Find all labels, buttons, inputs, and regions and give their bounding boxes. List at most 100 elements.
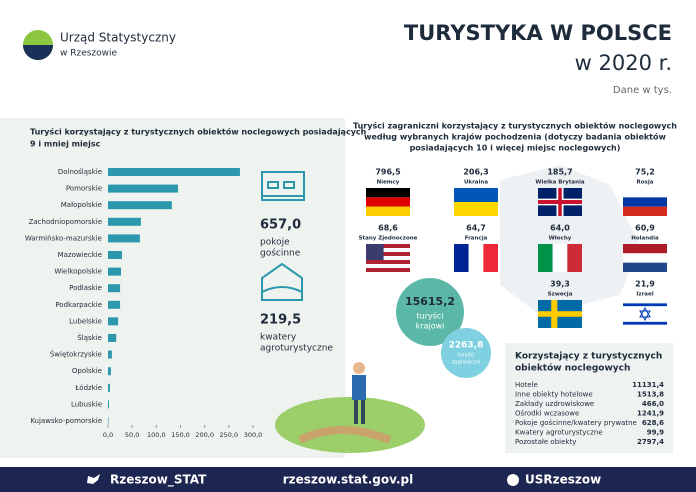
x-tick-label: 200,0 bbox=[195, 431, 214, 439]
bar bbox=[108, 168, 240, 176]
foreign-circle bbox=[441, 328, 491, 378]
country-name: Niemcy bbox=[377, 180, 400, 186]
y-tick-label: Lubelskie bbox=[69, 317, 102, 325]
bar bbox=[108, 184, 179, 193]
y-tick-label: Łódzkie bbox=[74, 384, 102, 392]
table-value: 1513,8 bbox=[637, 391, 664, 399]
title: TURYSTYKA W POLSCE bbox=[404, 21, 672, 45]
twitter-icon bbox=[87, 474, 100, 484]
flag-part bbox=[483, 244, 498, 272]
y-tick-label: Śląskie bbox=[77, 333, 102, 342]
flag-part bbox=[623, 206, 667, 216]
x-tick-label: 250,0 bbox=[220, 431, 239, 439]
flag-part bbox=[454, 244, 469, 272]
footer-twitter: Rzeszow_STAT bbox=[110, 473, 207, 488]
flag-part bbox=[567, 244, 582, 272]
country-value: 21,9 bbox=[635, 280, 655, 289]
flag-part bbox=[538, 244, 553, 272]
y-tick-label: Podkarpackie bbox=[55, 301, 102, 309]
country-name: Włochy bbox=[549, 236, 572, 242]
flag-part bbox=[558, 188, 562, 216]
x-tick-label: 150,0 bbox=[171, 431, 190, 439]
chart-title-1: Turyści korzystający z turystycznych obi… bbox=[30, 127, 367, 137]
flag-part bbox=[623, 262, 667, 272]
country-value: 75,2 bbox=[635, 168, 655, 177]
rooms-label: pokoje bbox=[260, 238, 290, 248]
footer-facebook: USRzeszow bbox=[525, 473, 601, 487]
table-value: 99,9 bbox=[647, 429, 664, 437]
domestic-circle bbox=[396, 278, 464, 346]
agro-label-2: agroturystyczne bbox=[260, 344, 333, 354]
table-panel bbox=[505, 343, 673, 453]
agro-label: kwatery bbox=[260, 333, 297, 343]
y-tick-label: Lubuskie bbox=[71, 400, 102, 408]
table-label: Ośrodki wczasowe bbox=[515, 410, 579, 418]
bar bbox=[108, 350, 112, 359]
y-tick-label: Zachodniopomorskie bbox=[29, 218, 102, 226]
table-label: Pozostałe obiekty bbox=[515, 438, 576, 446]
table-value: 2797,4 bbox=[637, 438, 664, 446]
unit: Dane w tys. bbox=[613, 85, 672, 96]
country-name: Rosja bbox=[637, 180, 654, 186]
flag-part bbox=[623, 321, 667, 325]
y-tick-label: Małopolskie bbox=[61, 201, 102, 209]
country-value: 68,6 bbox=[378, 224, 398, 233]
footer-site: rzeszow.stat.gov.pl bbox=[283, 473, 414, 487]
bar bbox=[108, 334, 117, 342]
flag-star bbox=[639, 306, 651, 322]
flag-part bbox=[366, 264, 410, 268]
bar bbox=[108, 251, 123, 259]
country-value: 185,7 bbox=[547, 168, 572, 177]
flag-part bbox=[468, 244, 484, 272]
foreign-title-2: według wybranych krajów pochodzenia (dot… bbox=[364, 132, 666, 142]
flag-part bbox=[366, 248, 410, 252]
y-tick-label: Dolnośląskie bbox=[58, 168, 102, 176]
country-name: Ukraina bbox=[464, 180, 488, 186]
flag-part bbox=[552, 244, 568, 272]
bar bbox=[108, 317, 119, 326]
table-label: Inne obiekty hotelowe bbox=[515, 391, 593, 399]
bar bbox=[108, 284, 121, 293]
rooms-label-2: gościnne bbox=[260, 248, 301, 259]
country-name: Stany Zjednoczone bbox=[359, 236, 418, 242]
table-label: Hotele bbox=[515, 381, 538, 389]
country-value: 39,3 bbox=[550, 280, 570, 289]
table-value: 628,6 bbox=[642, 419, 664, 427]
bed-icon bbox=[261, 171, 305, 201]
country-name: Francja bbox=[465, 236, 488, 242]
table-value: 466,0 bbox=[642, 400, 664, 408]
hiker-illustration bbox=[275, 362, 425, 453]
flag-part bbox=[538, 311, 582, 317]
house-icon bbox=[261, 262, 303, 301]
flag-part bbox=[623, 244, 667, 254]
country-name: Izrael bbox=[636, 292, 653, 298]
flag-part bbox=[366, 256, 410, 260]
flag-part bbox=[623, 303, 667, 307]
bar bbox=[108, 383, 110, 392]
table-label: Zakłady uzdrowiskowe bbox=[515, 400, 594, 408]
y-tick-label: Świętokrzyskie bbox=[50, 350, 102, 359]
year: w 2020 r. bbox=[575, 51, 672, 75]
y-tick-label: Opolskie bbox=[72, 367, 102, 375]
logo bbox=[23, 30, 53, 60]
footer-bar bbox=[0, 467, 696, 492]
flag-part bbox=[454, 188, 498, 202]
country-value: 206,3 bbox=[463, 168, 488, 177]
foreign-title-3: posiadających 10 i więcej miejsc noclego… bbox=[410, 144, 621, 153]
table-value: 11131,4 bbox=[632, 381, 664, 389]
bar bbox=[108, 400, 109, 409]
y-tick-label: Kujawsko-pomorskie bbox=[30, 417, 102, 425]
bar bbox=[108, 201, 172, 210]
map-shape bbox=[500, 165, 640, 315]
flag-part bbox=[623, 197, 667, 207]
bar bbox=[108, 217, 141, 226]
bar bbox=[108, 367, 111, 376]
bar bbox=[108, 234, 140, 243]
flag-part bbox=[623, 188, 667, 198]
country-name: Wielka Brytania bbox=[535, 180, 584, 186]
y-tick-label: Podlaskie bbox=[69, 284, 102, 292]
flag-part bbox=[366, 188, 410, 198]
domestic-value: 15615,2 bbox=[405, 295, 455, 308]
foreign-title-1: Turyści zagraniczni korzystający z turys… bbox=[353, 121, 677, 131]
